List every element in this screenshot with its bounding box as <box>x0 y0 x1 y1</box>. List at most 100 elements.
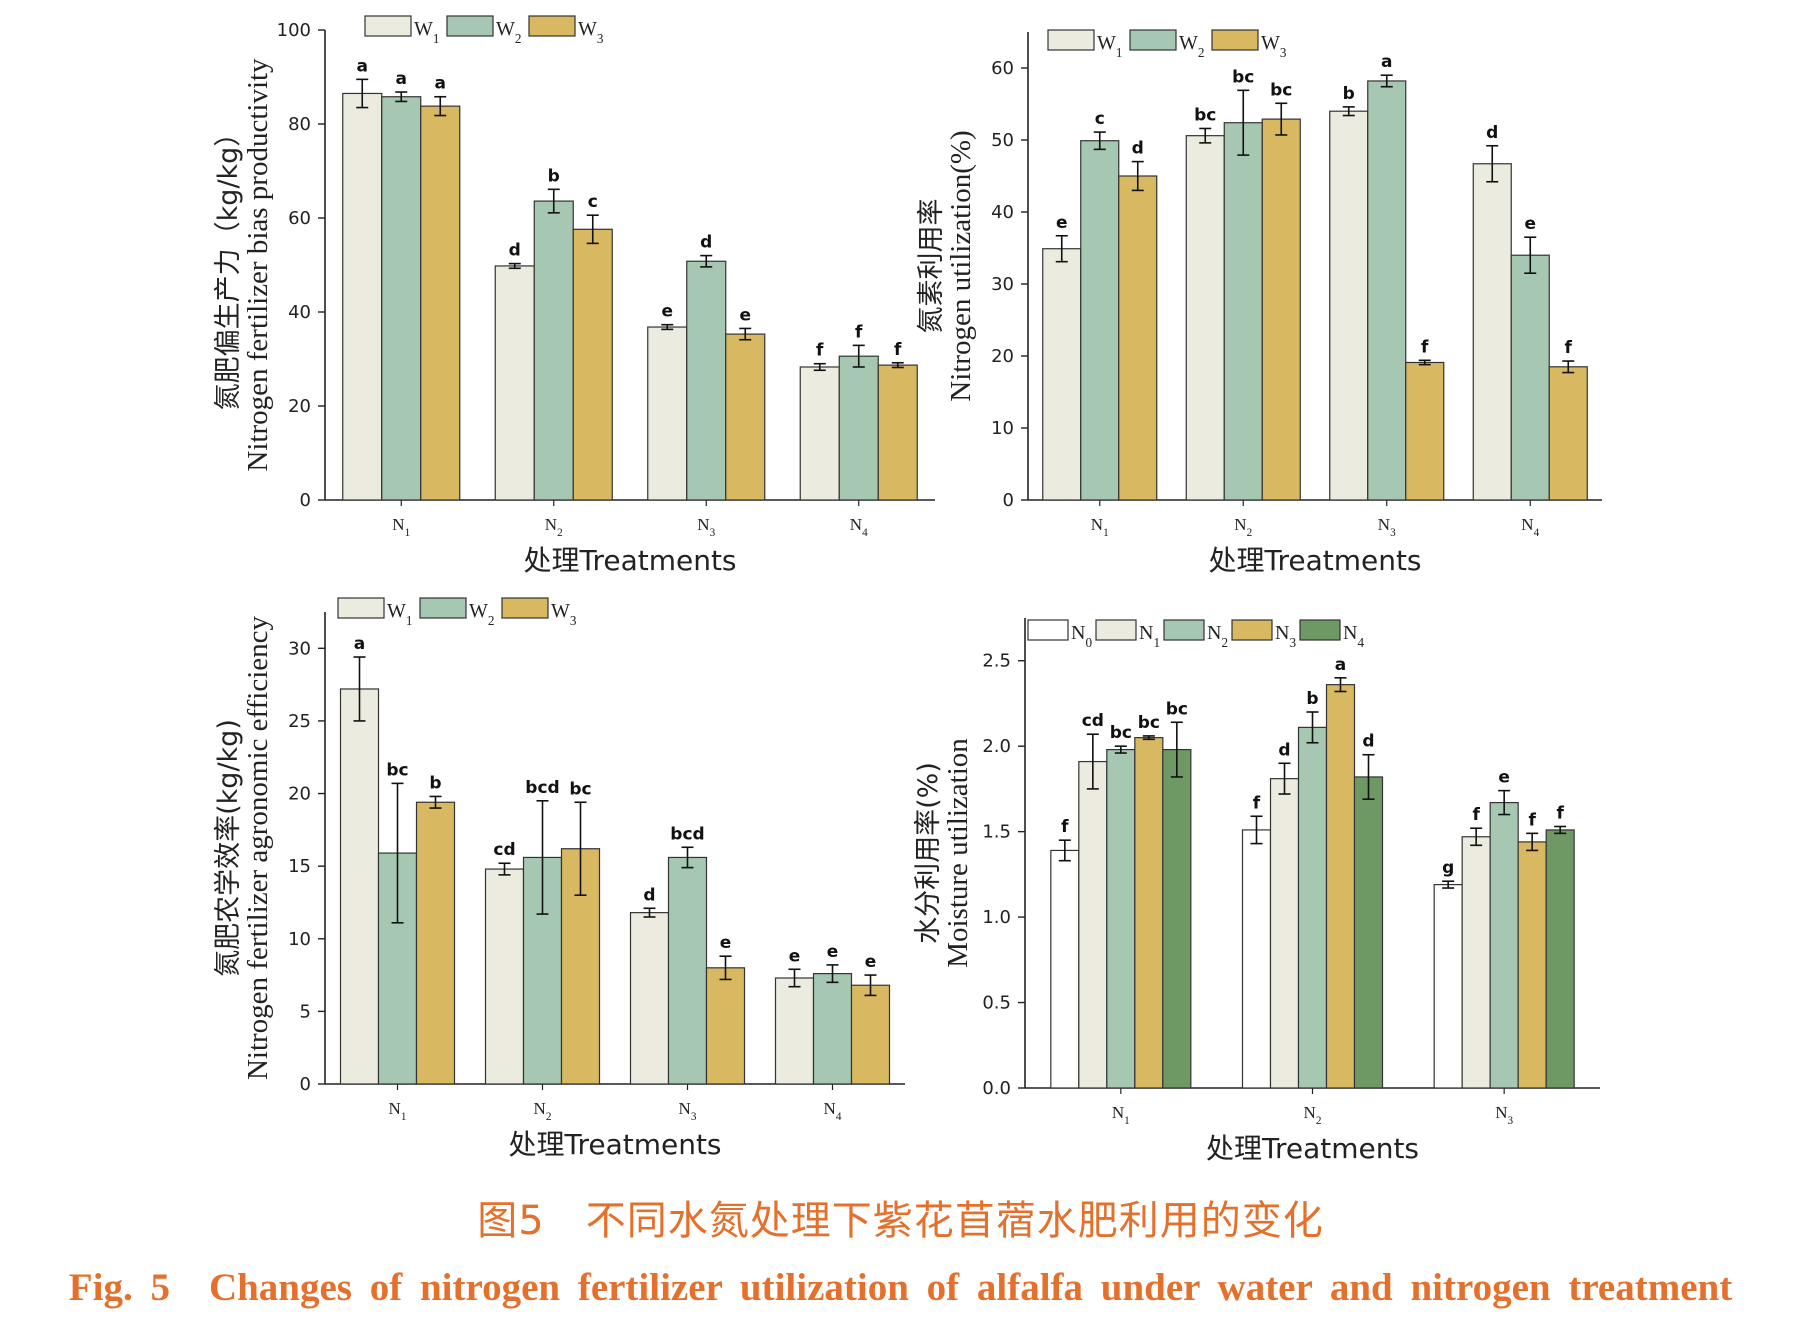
legend-swatch <box>501 597 549 619</box>
x-tick-label: N3 <box>1495 1103 1513 1127</box>
x-axis-title: 处理Treatments <box>508 1128 721 1161</box>
y-tick-label: 0 <box>1003 490 1014 511</box>
y-axis-title-zh: 水分利用率(%) <box>913 762 944 944</box>
legend-label: N3 <box>1275 622 1296 650</box>
significance-letter: f <box>816 341 824 361</box>
legend-label: W1 <box>387 600 412 628</box>
significance-letter: bc <box>569 779 591 799</box>
bar <box>1106 748 1136 1089</box>
bar <box>1134 737 1164 1089</box>
significance-letter: e <box>739 305 751 325</box>
significance-letter: d <box>509 241 521 261</box>
x-tick-label: N4 <box>850 515 868 539</box>
legend-swatch <box>1047 29 1095 51</box>
legend-label: W3 <box>551 600 577 628</box>
significance-letter: b <box>1306 689 1318 709</box>
bar <box>850 984 891 1085</box>
legend-swatch <box>528 15 576 37</box>
significance-letter: b <box>429 773 441 793</box>
y-tick-label: 1.5 <box>982 822 1011 843</box>
bar <box>415 801 456 1085</box>
bar <box>1118 175 1158 501</box>
bar <box>342 92 383 501</box>
legend-label: N2 <box>1207 622 1228 650</box>
y-tick-label: 0.0 <box>982 1078 1011 1099</box>
y-tick-label: 2.0 <box>982 736 1011 757</box>
bar <box>339 688 380 1085</box>
bar <box>1223 122 1263 501</box>
x-axis-title: 处理Treatments <box>523 544 736 577</box>
significance-letter: e <box>720 933 732 953</box>
y-axis-title-en: Nitrogen utilization(%) <box>945 130 977 401</box>
bar <box>1461 836 1491 1089</box>
significance-letter: d <box>1132 139 1144 159</box>
y-tick-label: 2.5 <box>982 651 1011 672</box>
significance-letter: a <box>357 56 368 76</box>
y-axis-title-en: Moisture utilization <box>942 738 974 968</box>
y-tick-label: 20 <box>991 346 1014 367</box>
bar <box>420 105 461 501</box>
bar <box>494 265 535 501</box>
x-tick-label: N3 <box>1378 515 1396 539</box>
legend: W1 W2 W3 <box>337 597 577 628</box>
bar <box>667 856 708 1085</box>
significance-letter: a <box>354 634 365 654</box>
bar <box>1548 366 1588 501</box>
significance-letter: f <box>1061 817 1069 837</box>
significance-letter: e <box>827 942 839 962</box>
significance-letter: bcd <box>525 778 559 798</box>
chart-panel-bottom-left: 0 5 10 15 20 25 30 氮肥农学效率(kg/kg)Nitrogen fertil… <box>213 597 905 1161</box>
legend-swatch <box>1299 619 1341 641</box>
bar <box>1080 140 1120 501</box>
y-axis-title-en: Nitrogen fertilizer agronomic efficiency <box>242 615 274 1080</box>
significance-letter: f <box>1528 810 1536 830</box>
bar <box>1042 248 1082 501</box>
bar <box>1269 778 1300 1089</box>
y-tick-label: 100 <box>277 20 311 41</box>
significance-letter: bc <box>1270 80 1292 100</box>
legend-swatch <box>1231 619 1273 641</box>
x-tick-label: N4 <box>1521 515 1539 539</box>
significance-letter: f <box>894 340 902 360</box>
significance-letter: e <box>1498 768 1510 788</box>
legend-swatch <box>446 15 494 37</box>
legend-label: W2 <box>496 18 521 46</box>
bar <box>812 973 853 1085</box>
bar <box>799 366 840 501</box>
significance-letter: e <box>1524 214 1536 234</box>
legend-label: W3 <box>1261 32 1287 60</box>
bar <box>1489 801 1519 1089</box>
y-tick-label: 60 <box>991 58 1014 79</box>
bar <box>1472 163 1512 501</box>
significance-letter: bc <box>1138 713 1160 733</box>
significance-letter: c <box>1095 109 1105 129</box>
significance-letter: f <box>1472 805 1480 825</box>
bar <box>572 228 613 501</box>
bar <box>1325 684 1356 1089</box>
legend: W1 W2 W3 <box>1047 29 1287 60</box>
y-tick-label: 20 <box>288 784 311 805</box>
chart-panel-bottom-right: 0.0 0.5 1.0 1.5 2.0 2.5 水分利用率(%)Moisture utili… <box>913 618 1600 1165</box>
x-tick-label: N1 <box>1091 515 1109 539</box>
y-tick-label: 5 <box>300 1001 311 1022</box>
significance-letter: bc <box>1110 723 1132 743</box>
significance-letter: f <box>1253 793 1261 813</box>
legend-swatch <box>1027 619 1069 641</box>
significance-letter: cd <box>493 840 515 860</box>
y-tick-label: 0.5 <box>982 993 1011 1014</box>
y-tick-label: 40 <box>288 302 311 323</box>
legend-label: N4 <box>1343 622 1364 650</box>
bar <box>1510 254 1550 501</box>
y-tick-label: 10 <box>991 418 1014 439</box>
significance-letter: bc <box>386 760 408 780</box>
significance-letter: b <box>548 166 560 186</box>
legend-label: N0 <box>1071 622 1092 650</box>
significance-letter: bc <box>1194 105 1216 125</box>
significance-letter: a <box>396 69 407 89</box>
y-axis-title-zh: 氮肥偏生产力（kg/kg） <box>213 120 244 411</box>
bar <box>533 200 574 501</box>
bar <box>877 364 918 501</box>
bar <box>647 326 688 501</box>
